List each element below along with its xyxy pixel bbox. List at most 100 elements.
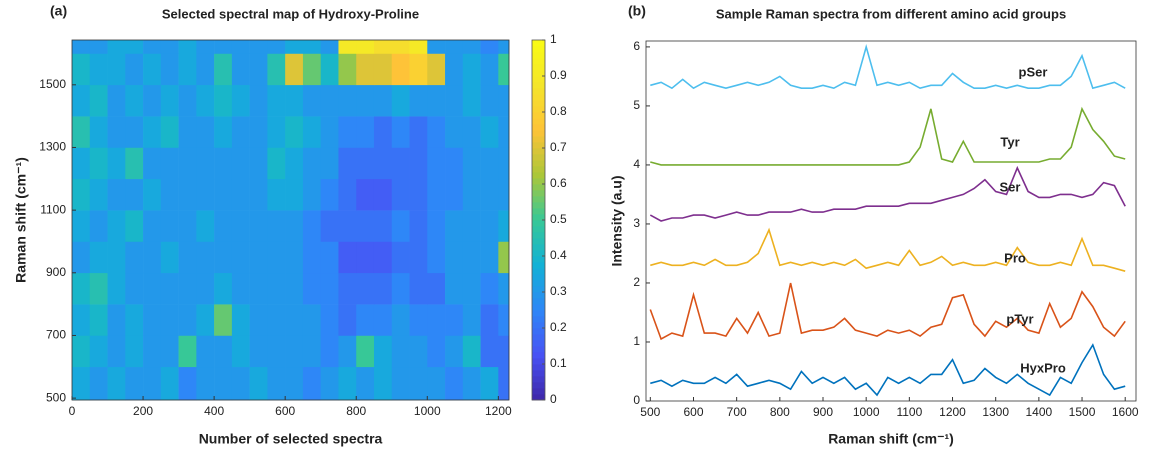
heatmap-cell <box>125 84 144 117</box>
heatmap-cell <box>285 53 304 86</box>
colorbar-segment <box>532 232 545 239</box>
series-label: Pro <box>1004 250 1026 265</box>
colorbar-segment <box>532 118 545 125</box>
heatmap-cell <box>480 272 499 305</box>
heatmap-cell <box>409 40 428 54</box>
heatmap-cell <box>445 53 464 86</box>
y-tick-label: 4 <box>633 157 640 171</box>
heatmap-cell <box>267 116 286 148</box>
heatmap-cell <box>320 272 339 305</box>
heatmap-cell <box>427 116 446 148</box>
heatmap-cell <box>125 304 144 336</box>
colorbar-segment <box>532 46 545 53</box>
spectrum-line <box>650 227 1126 272</box>
heatmap-cell <box>231 147 250 180</box>
heatmap-cell <box>427 335 446 368</box>
heatmap-cell <box>107 116 126 148</box>
heatmap-cell <box>231 40 250 54</box>
y-tick-label: 900 <box>46 265 66 279</box>
colorbar-tick-label: 1 <box>550 32 557 46</box>
colorbar-segment <box>532 154 545 161</box>
heatmap-cell <box>409 210 428 242</box>
heatmap-cell <box>391 272 410 305</box>
heatmap-cell <box>107 366 126 401</box>
heatmap-cell <box>89 147 108 180</box>
heatmap-cell <box>196 272 215 305</box>
heatmap-cell <box>267 178 286 211</box>
heatmap-cell <box>498 178 510 211</box>
heatmap-cell <box>160 366 179 401</box>
colorbar-segment <box>532 124 545 131</box>
heatmap-cell <box>178 335 197 368</box>
heatmap-cell <box>160 84 179 117</box>
heatmap-cell <box>427 40 446 54</box>
heatmap-cell <box>320 178 339 211</box>
heatmap-cell <box>302 272 321 305</box>
heatmap-cell <box>373 304 393 336</box>
colorbar-segment <box>532 352 545 359</box>
spectrum-line <box>650 106 1126 166</box>
heatmap-cell <box>480 210 499 242</box>
heatmap-cell <box>249 272 268 305</box>
heatmap-cell <box>231 335 250 368</box>
heatmap-cell <box>72 40 91 54</box>
heatmap-cell <box>107 272 126 305</box>
colorbar-segment <box>532 70 545 77</box>
heatmap-cell <box>178 210 197 242</box>
heatmap-cell <box>89 272 108 305</box>
heatmap-cell <box>249 40 268 54</box>
heatmap-cell <box>320 366 339 401</box>
heatmap-cell <box>373 84 393 117</box>
heatmap-cell <box>409 335 428 368</box>
heatmap-cell <box>214 366 233 401</box>
heatmap-cell <box>427 178 446 211</box>
colorbar-segment <box>532 334 545 341</box>
heatmap-cell <box>249 241 268 274</box>
heatmap-cell <box>338 178 357 211</box>
heatmap-cell <box>391 40 410 54</box>
heatmap-cell <box>445 178 464 211</box>
heatmap-cell <box>214 304 233 336</box>
heatmap-cell <box>267 40 286 54</box>
heatmap-cell <box>480 116 499 148</box>
heatmap-cell <box>356 178 375 211</box>
x-axis-label: Raman shift (cm⁻¹) <box>828 431 954 447</box>
heatmap-cell <box>391 147 410 180</box>
heatmap-cell <box>125 241 144 274</box>
heatmap-cell <box>125 116 144 148</box>
x-tick-label: 700 <box>727 405 747 419</box>
colorbar-segment <box>532 136 545 143</box>
plot-frame <box>71 39 510 401</box>
heatmap-cell <box>249 53 268 86</box>
heatmap-cell <box>160 210 179 242</box>
heatmap-cell <box>338 147 357 180</box>
heatmap-cell <box>462 84 481 117</box>
heatmap-cell <box>231 84 250 117</box>
heatmap-cell <box>462 272 481 305</box>
heatmap-cell <box>160 147 179 180</box>
heatmap-cell <box>480 53 499 86</box>
heatmap-cell <box>178 178 197 211</box>
colorbar-tick-label: 0.1 <box>550 356 567 370</box>
heatmap-cell <box>285 116 304 148</box>
heatmap-cell <box>302 304 321 336</box>
heatmap-cell <box>178 53 197 86</box>
heatmap-cell <box>107 335 126 368</box>
heatmap-cell <box>373 178 393 211</box>
heatmap-cell <box>160 304 179 336</box>
colorbar-segment <box>532 142 545 149</box>
colorbar-segment <box>532 88 545 95</box>
heatmap-cell <box>214 272 233 305</box>
heatmap-cell <box>267 335 286 368</box>
y-tick-label: 5 <box>633 98 640 112</box>
colorbar-tick-label: 0.8 <box>550 104 567 118</box>
heatmap-cell <box>125 40 144 54</box>
heatmap-cell <box>285 147 304 180</box>
heatmap-cell <box>249 84 268 117</box>
heatmap-cell <box>89 53 108 86</box>
heatmap-cell <box>196 40 215 54</box>
heatmap-cell <box>338 366 357 401</box>
heatmap-cell <box>160 178 179 211</box>
heatmap-cell <box>373 147 393 180</box>
heatmap-cell <box>143 304 162 336</box>
